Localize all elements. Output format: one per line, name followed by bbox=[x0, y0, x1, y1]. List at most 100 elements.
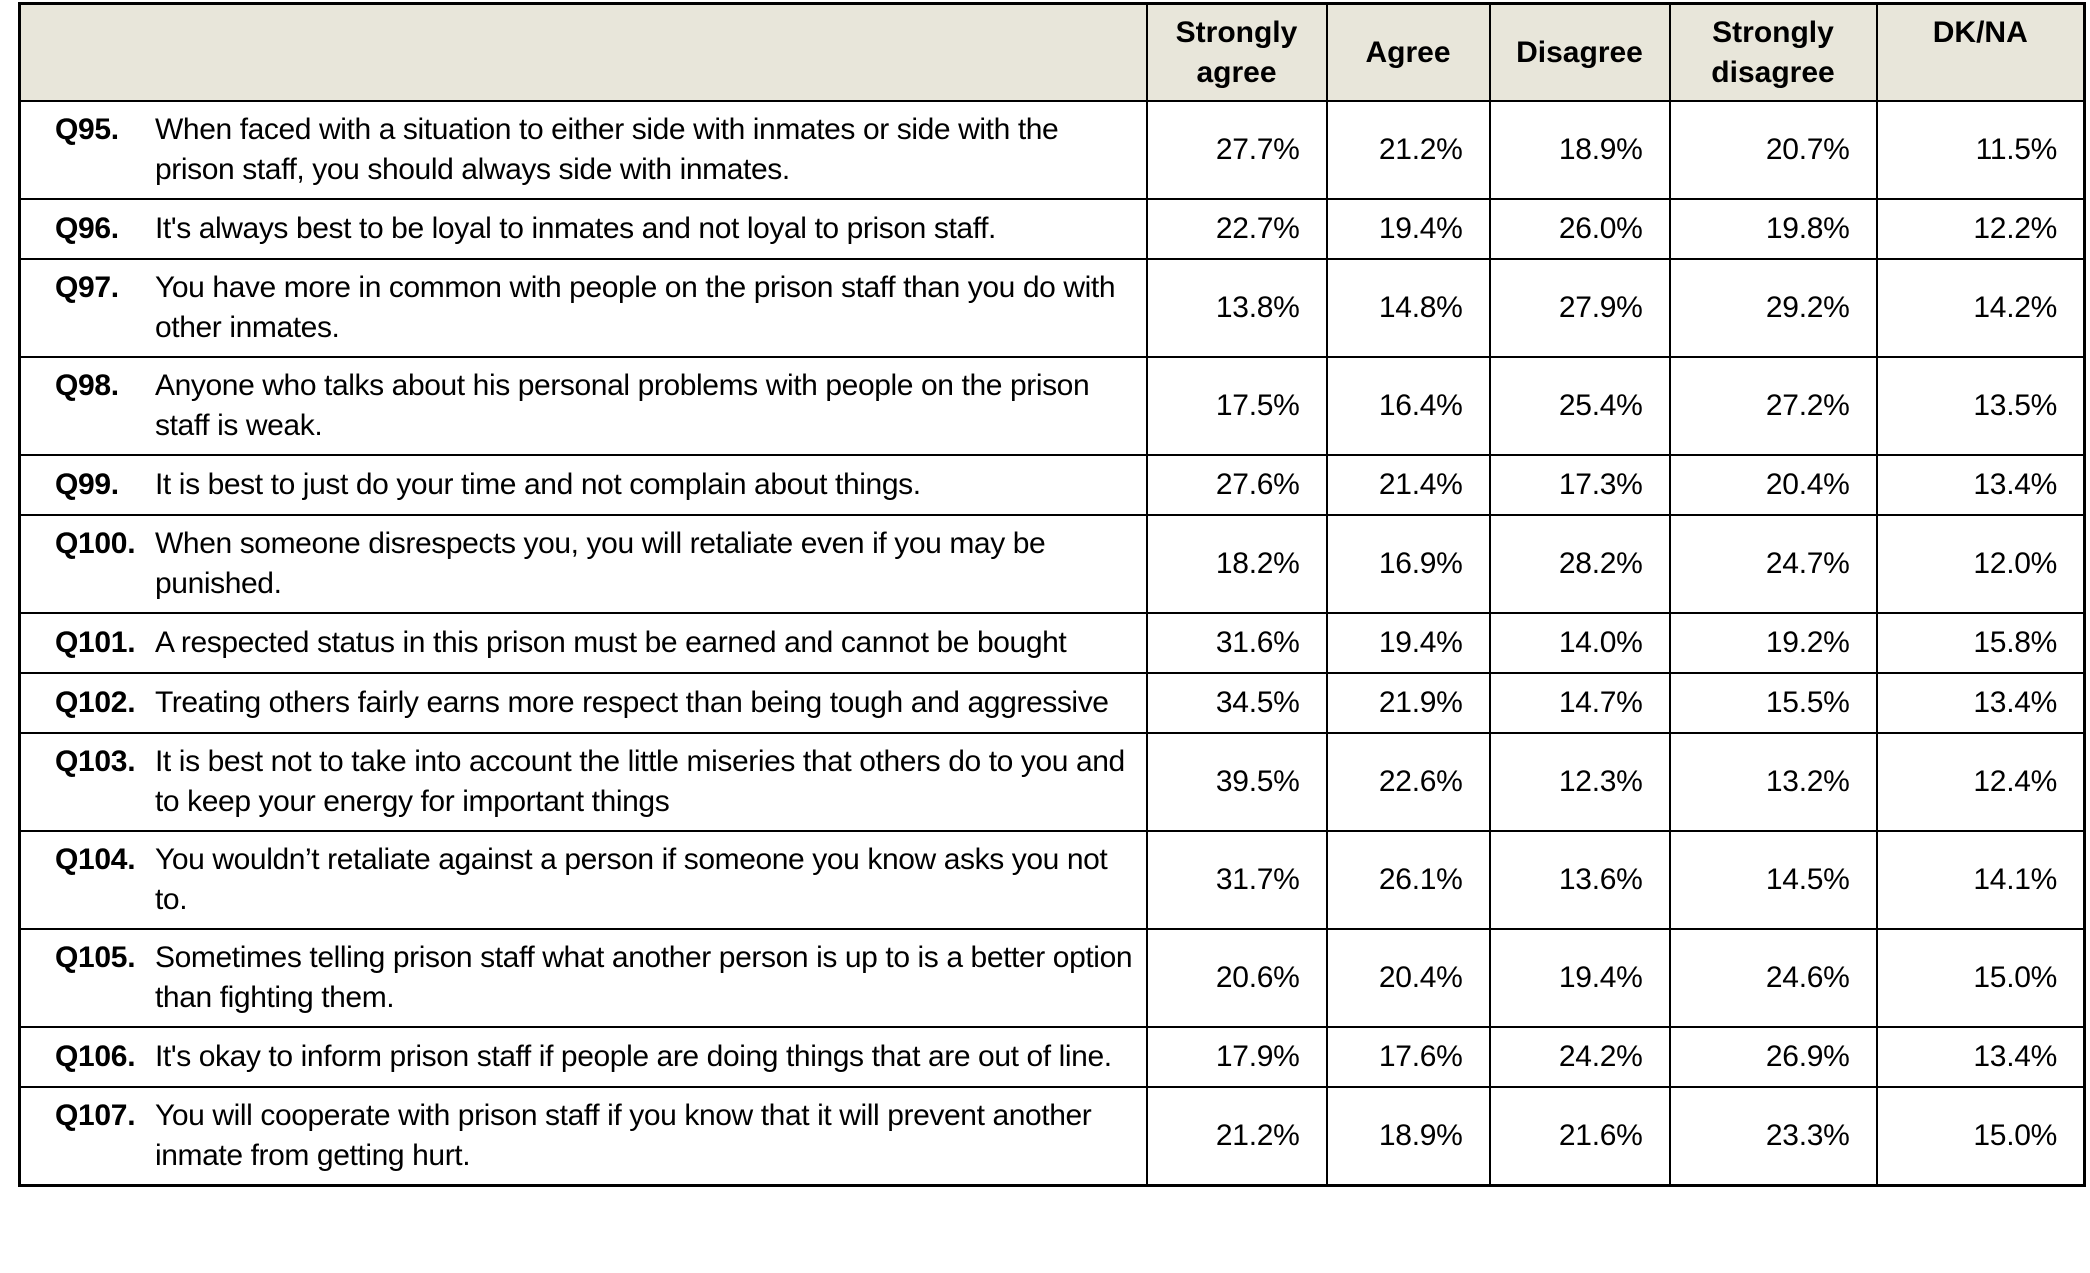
question-cell: Q105. Sometimes telling prison staff wha… bbox=[18, 928, 1148, 1028]
table-row: Q105. Sometimes telling prison staff wha… bbox=[18, 928, 2086, 1028]
question-cell: Q97. You have more in common with people… bbox=[18, 258, 1148, 358]
question-text: It is best not to take into account the … bbox=[155, 745, 1125, 818]
value-dkna: 15.8% bbox=[1875, 612, 2086, 674]
value-agree: 16.4% bbox=[1325, 356, 1491, 456]
question-id: Q106. bbox=[55, 1040, 136, 1073]
question-cell: Q104. You wouldn’t retaliate against a p… bbox=[18, 830, 1148, 930]
value-dkna: 13.5% bbox=[1875, 356, 2086, 456]
table-row: Q96. It's always best to be loyal to inm… bbox=[18, 198, 2086, 260]
question-cell: Q99. It is best to just do your time and… bbox=[18, 454, 1148, 516]
question-text: A respected status in this prison must b… bbox=[155, 626, 1067, 659]
header-dkna: DK/NA bbox=[1875, 2, 2086, 102]
value-strongly-agree: 21.2% bbox=[1145, 1086, 1328, 1187]
table-row: Q102. Treating others fairly earns more … bbox=[18, 672, 2086, 734]
question-text: You wouldn’t retaliate against a person … bbox=[155, 843, 1108, 916]
value-strongly-disagree: 20.7% bbox=[1668, 100, 1878, 200]
value-strongly-disagree: 24.6% bbox=[1668, 928, 1878, 1028]
value-dkna: 13.4% bbox=[1875, 672, 2086, 734]
value-dkna: 13.4% bbox=[1875, 1026, 2086, 1088]
value-strongly-agree: 27.7% bbox=[1145, 100, 1328, 200]
table-row: Q100. When someone disrespects you, you … bbox=[18, 514, 2086, 614]
value-agree: 18.9% bbox=[1325, 1086, 1491, 1187]
question-cell: Q107. You will cooperate with prison sta… bbox=[18, 1086, 1148, 1187]
question-id: Q96. bbox=[55, 212, 119, 245]
value-disagree: 17.3% bbox=[1488, 454, 1671, 516]
value-agree: 21.4% bbox=[1325, 454, 1491, 516]
question-cell: Q100. When someone disrespects you, you … bbox=[18, 514, 1148, 614]
header-question-column bbox=[18, 2, 1148, 102]
question-text: It's always best to be loyal to inmates … bbox=[155, 212, 996, 245]
value-agree: 20.4% bbox=[1325, 928, 1491, 1028]
table-row: Q95. When faced with a situation to eith… bbox=[18, 100, 2086, 200]
value-dkna: 14.2% bbox=[1875, 258, 2086, 358]
header-strongly-agree: Strongly agree bbox=[1145, 2, 1328, 102]
question-id: Q107. bbox=[55, 1099, 136, 1132]
table-row: Q104. You wouldn’t retaliate against a p… bbox=[18, 830, 2086, 930]
table-row: Q107. You will cooperate with prison sta… bbox=[18, 1086, 2086, 1187]
value-disagree: 27.9% bbox=[1488, 258, 1671, 358]
question-id: Q95. bbox=[55, 113, 119, 146]
table-row: Q99. It is best to just do your time and… bbox=[18, 454, 2086, 516]
value-dkna: 11.5% bbox=[1875, 100, 2086, 200]
table-row: Q103. It is best not to take into accoun… bbox=[18, 732, 2086, 832]
question-cell: Q106. It's okay to inform prison staff i… bbox=[18, 1026, 1148, 1088]
value-strongly-disagree: 19.8% bbox=[1668, 198, 1878, 260]
question-id: Q99. bbox=[55, 468, 119, 501]
value-dkna: 15.0% bbox=[1875, 928, 2086, 1028]
table-row: Q98. Anyone who talks about his personal… bbox=[18, 356, 2086, 456]
value-strongly-disagree: 24.7% bbox=[1668, 514, 1878, 614]
value-strongly-agree: 27.6% bbox=[1145, 454, 1328, 516]
value-agree: 17.6% bbox=[1325, 1026, 1491, 1088]
value-strongly-disagree: 20.4% bbox=[1668, 454, 1878, 516]
survey-results-table: Strongly agree Agree Disagree Strongly d… bbox=[18, 2, 2086, 1187]
value-disagree: 24.2% bbox=[1488, 1026, 1671, 1088]
question-text: It's okay to inform prison staff if peop… bbox=[155, 1040, 1112, 1073]
value-strongly-disagree: 14.5% bbox=[1668, 830, 1878, 930]
question-cell: Q96. It's always best to be loyal to inm… bbox=[18, 198, 1148, 260]
question-id: Q103. bbox=[55, 745, 136, 778]
value-disagree: 28.2% bbox=[1488, 514, 1671, 614]
question-text: When someone disrespects you, you will r… bbox=[155, 527, 1046, 600]
value-disagree: 12.3% bbox=[1488, 732, 1671, 832]
value-strongly-disagree: 27.2% bbox=[1668, 356, 1878, 456]
question-text: When faced with a situation to either si… bbox=[155, 113, 1059, 186]
value-disagree: 25.4% bbox=[1488, 356, 1671, 456]
value-disagree: 18.9% bbox=[1488, 100, 1671, 200]
question-id: Q102. bbox=[55, 686, 136, 719]
value-agree: 22.6% bbox=[1325, 732, 1491, 832]
table-row: Q106. It's okay to inform prison staff i… bbox=[18, 1026, 2086, 1088]
value-disagree: 14.7% bbox=[1488, 672, 1671, 734]
value-strongly-disagree: 19.2% bbox=[1668, 612, 1878, 674]
value-disagree: 13.6% bbox=[1488, 830, 1671, 930]
question-text: Treating others fairly earns more respec… bbox=[155, 686, 1109, 719]
value-strongly-agree: 17.9% bbox=[1145, 1026, 1328, 1088]
value-strongly-disagree: 23.3% bbox=[1668, 1086, 1878, 1187]
value-strongly-disagree: 13.2% bbox=[1668, 732, 1878, 832]
value-strongly-disagree: 15.5% bbox=[1668, 672, 1878, 734]
value-dkna: 14.1% bbox=[1875, 830, 2086, 930]
question-id: Q104. bbox=[55, 843, 136, 876]
question-id: Q97. bbox=[55, 271, 119, 304]
value-strongly-disagree: 29.2% bbox=[1668, 258, 1878, 358]
value-disagree: 19.4% bbox=[1488, 928, 1671, 1028]
value-disagree: 26.0% bbox=[1488, 198, 1671, 260]
question-text: Sometimes telling prison staff what anot… bbox=[155, 941, 1133, 1014]
table-row: Q101. A respected status in this prison … bbox=[18, 612, 2086, 674]
header-disagree: Disagree bbox=[1488, 2, 1671, 102]
value-strongly-disagree: 26.9% bbox=[1668, 1026, 1878, 1088]
value-dkna: 12.0% bbox=[1875, 514, 2086, 614]
table-row: Q97. You have more in common with people… bbox=[18, 258, 2086, 358]
value-strongly-agree: 20.6% bbox=[1145, 928, 1328, 1028]
question-id: Q98. bbox=[55, 369, 119, 402]
value-agree: 21.9% bbox=[1325, 672, 1491, 734]
question-cell: Q102. Treating others fairly earns more … bbox=[18, 672, 1148, 734]
question-text: It is best to just do your time and not … bbox=[155, 468, 921, 501]
value-agree: 26.1% bbox=[1325, 830, 1491, 930]
value-dkna: 13.4% bbox=[1875, 454, 2086, 516]
value-strongly-agree: 31.7% bbox=[1145, 830, 1328, 930]
value-disagree: 14.0% bbox=[1488, 612, 1671, 674]
question-id: Q105. bbox=[55, 941, 136, 974]
value-strongly-agree: 34.5% bbox=[1145, 672, 1328, 734]
question-cell: Q101. A respected status in this prison … bbox=[18, 612, 1148, 674]
